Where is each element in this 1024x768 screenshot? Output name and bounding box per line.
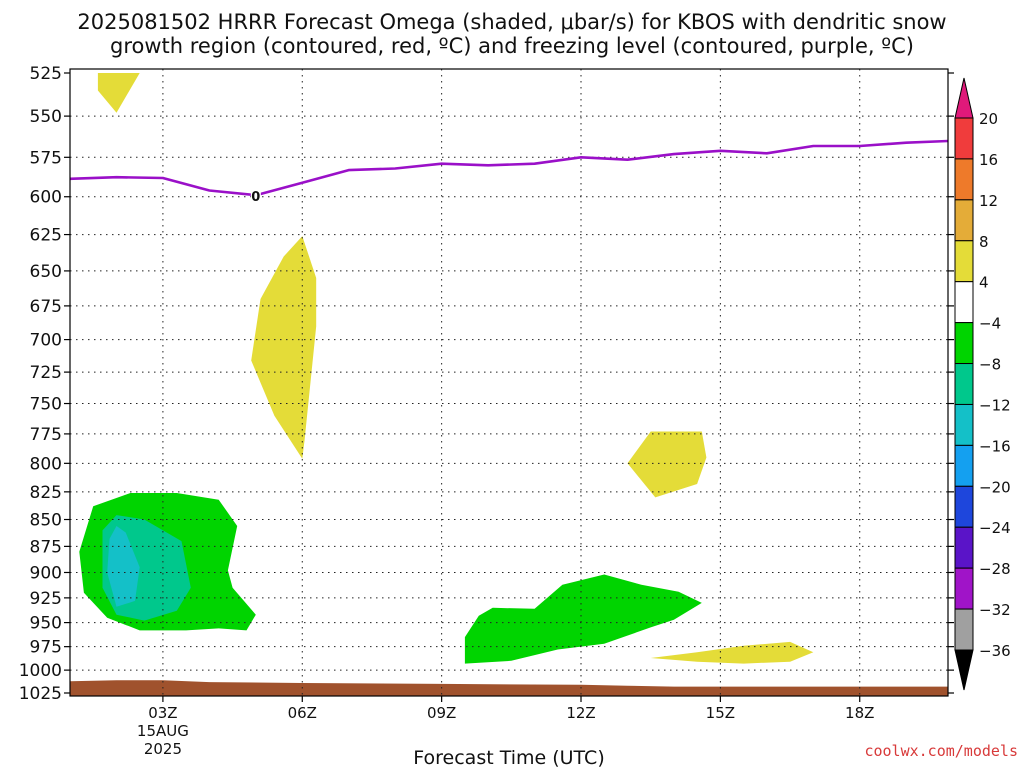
x-tick-label: 18Z bbox=[845, 704, 874, 722]
colorbar-label: 4 bbox=[979, 274, 989, 292]
freezing-level-contour: 0 bbox=[69, 139, 949, 205]
y-tick-label: 725 bbox=[30, 363, 62, 383]
y-tick-label: 650 bbox=[30, 262, 62, 282]
omega-region-1 bbox=[251, 236, 317, 459]
x-axis-label: Forecast Time (UTC) bbox=[413, 747, 604, 768]
colorbar-label: −16 bbox=[979, 437, 1011, 455]
y-tick-label: 575 bbox=[30, 148, 62, 168]
colorbar-label: −12 bbox=[979, 396, 1011, 414]
freezing-level-line bbox=[69, 139, 949, 197]
colorbar-label: 12 bbox=[979, 192, 998, 210]
colorbar-bin-7 bbox=[954, 403, 974, 446]
omega-region-0 bbox=[97, 73, 140, 113]
y-tick-label: 675 bbox=[30, 297, 62, 317]
colorbar-bin-10 bbox=[954, 526, 974, 569]
freezing-level-label: 0 bbox=[251, 190, 260, 205]
y-tick-label: 825 bbox=[30, 483, 62, 503]
freezing-level-label-bg bbox=[250, 188, 261, 203]
y-tick-label: 775 bbox=[30, 425, 62, 445]
colorbar-bin-8 bbox=[954, 444, 974, 487]
x-tick-label: 12Z bbox=[566, 704, 595, 722]
colorbar-label: −20 bbox=[979, 478, 1011, 496]
colorbar-label: 8 bbox=[979, 233, 989, 251]
y-tick-label: 975 bbox=[30, 638, 62, 658]
colorbar-label: −4 bbox=[979, 315, 1001, 333]
colorbar-label: −36 bbox=[979, 642, 1011, 660]
x-tick-year-label: 2025 bbox=[144, 740, 182, 758]
colorbar-bin-2 bbox=[954, 199, 974, 242]
y-tick-label: 950 bbox=[30, 614, 62, 634]
colorbar-bin-11 bbox=[954, 567, 974, 610]
y-tick-label: 1000 bbox=[19, 661, 62, 681]
omega-region-3 bbox=[650, 641, 814, 664]
colorbar-bin-0 bbox=[954, 117, 974, 160]
chart-title-line-2: growth region (contoured, red, ºC) and f… bbox=[110, 34, 914, 58]
colorbar-over-arrow bbox=[954, 77, 974, 119]
colorbar-bin-1 bbox=[954, 158, 974, 201]
omega-shaded-regions bbox=[79, 73, 814, 664]
colorbar-bin-6 bbox=[954, 363, 974, 405]
colorbar: 20 16 12 8 4 −4 −8 −12 −16 −20 −24 −28 −32 −36 bbox=[954, 77, 1011, 691]
x-tick-label: 09Z bbox=[427, 704, 456, 722]
y-tick-label: 600 bbox=[30, 188, 62, 208]
colorbar-bin-3 bbox=[954, 240, 974, 283]
colorbar-label: 16 bbox=[979, 151, 998, 169]
y-tick-label: 850 bbox=[30, 511, 62, 531]
x-tick-label: 03Z bbox=[148, 704, 177, 722]
surface-fill bbox=[70, 680, 948, 696]
y-tick-label: 1025 bbox=[19, 684, 62, 704]
colorbar-bin-5 bbox=[954, 322, 974, 365]
x-tick-label: 15Z bbox=[706, 704, 735, 722]
surface-terrain bbox=[70, 680, 948, 696]
axes-ticks-labels: 525 550 575 600 625 650 675 700 725 750 775 800 825 8… bbox=[19, 64, 954, 758]
y-tick-label: 750 bbox=[30, 395, 62, 415]
y-tick-label: 925 bbox=[30, 589, 62, 609]
credit-text: coolwx.com/models bbox=[864, 742, 1018, 760]
colorbar-label: −24 bbox=[979, 519, 1011, 537]
y-tick-label: 625 bbox=[30, 226, 62, 246]
y-tick-label: 800 bbox=[30, 454, 62, 474]
colorbar-label: −32 bbox=[979, 601, 1011, 619]
y-tick-label: 900 bbox=[30, 563, 62, 583]
grid-lines bbox=[70, 69, 948, 696]
x-tick-label: 06Z bbox=[288, 704, 317, 722]
y-tick-label: 525 bbox=[30, 64, 62, 84]
omega-region-5 bbox=[464, 574, 702, 664]
colorbar-bin-9 bbox=[954, 485, 974, 528]
omega-region-7 bbox=[107, 526, 140, 607]
omega-region-2 bbox=[627, 431, 707, 498]
colorbar-label: −28 bbox=[979, 560, 1011, 578]
y-tick-label: 550 bbox=[30, 107, 62, 127]
colorbar-bin-4 bbox=[954, 281, 974, 324]
colorbar-bin-12 bbox=[954, 608, 974, 651]
plot-frame bbox=[69, 68, 949, 697]
colorbar-under-arrow bbox=[954, 649, 974, 691]
colorbar-label: −8 bbox=[979, 356, 1001, 374]
y-tick-label: 700 bbox=[30, 331, 62, 351]
colorbar-label: 20 bbox=[979, 110, 998, 128]
y-tick-label: 875 bbox=[30, 537, 62, 557]
x-tick-date-label: 15AUG bbox=[137, 722, 189, 740]
chart-title-line-1: 2025081502 HRRR Forecast Omega (shaded, … bbox=[77, 10, 947, 34]
